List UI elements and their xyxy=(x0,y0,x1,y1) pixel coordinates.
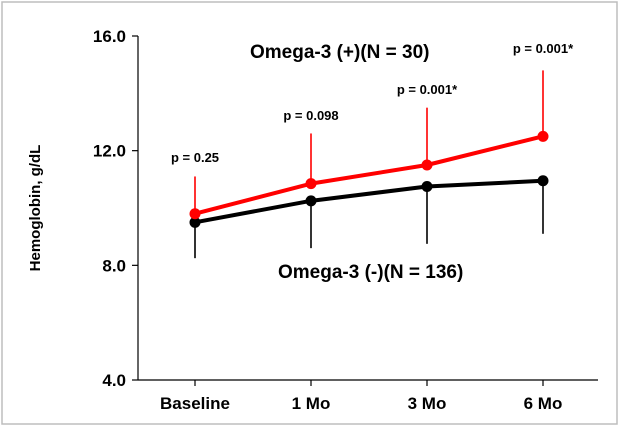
data-point xyxy=(189,216,201,228)
y-axis-label: Hemoglobin, g/dL xyxy=(27,145,44,272)
y-tick-label: 16.0 xyxy=(93,27,126,46)
p-value-label: p = 0.001* xyxy=(397,82,458,97)
series-line xyxy=(194,178,544,225)
data-point xyxy=(189,208,201,220)
data-point xyxy=(421,159,433,171)
x-tick-label: Baseline xyxy=(160,394,230,413)
y-ticks: 4.0 8.0 12.0 16.0 xyxy=(93,27,138,390)
data-point xyxy=(305,178,317,190)
axes xyxy=(137,36,598,381)
y-tick-label: 8.0 xyxy=(102,256,126,275)
error-bars xyxy=(194,70,544,259)
p-value-label: p = 0.25 xyxy=(171,150,219,165)
x-tick-label: 3 Mo xyxy=(408,394,447,413)
x-ticks: Baseline 1 Mo 3 Mo 6 Mo xyxy=(160,380,562,413)
x-tick-label: 1 Mo xyxy=(292,394,331,413)
data-points xyxy=(189,130,549,228)
y-tick-label: 12.0 xyxy=(93,142,126,161)
data-point xyxy=(305,195,317,207)
data-point xyxy=(537,175,549,187)
series-label-omega3-positive: Omega-3 (+)(N = 30) xyxy=(250,42,430,63)
x-tick-label: 6 Mo xyxy=(524,394,563,413)
series-lines xyxy=(194,134,544,225)
p-value-label: p = 0.001* xyxy=(513,41,574,56)
data-point xyxy=(421,181,433,192)
y-tick-label: 4.0 xyxy=(102,371,126,390)
data-point xyxy=(537,130,549,142)
p-value-annotations: p = 0.25 p = 0.098 p = 0.001* p = 0.001* xyxy=(171,41,574,165)
series-line xyxy=(194,134,544,216)
p-value-label: p = 0.098 xyxy=(283,108,338,123)
series-label-omega3-negative: Omega-3 (-)(N = 136) xyxy=(278,262,463,283)
